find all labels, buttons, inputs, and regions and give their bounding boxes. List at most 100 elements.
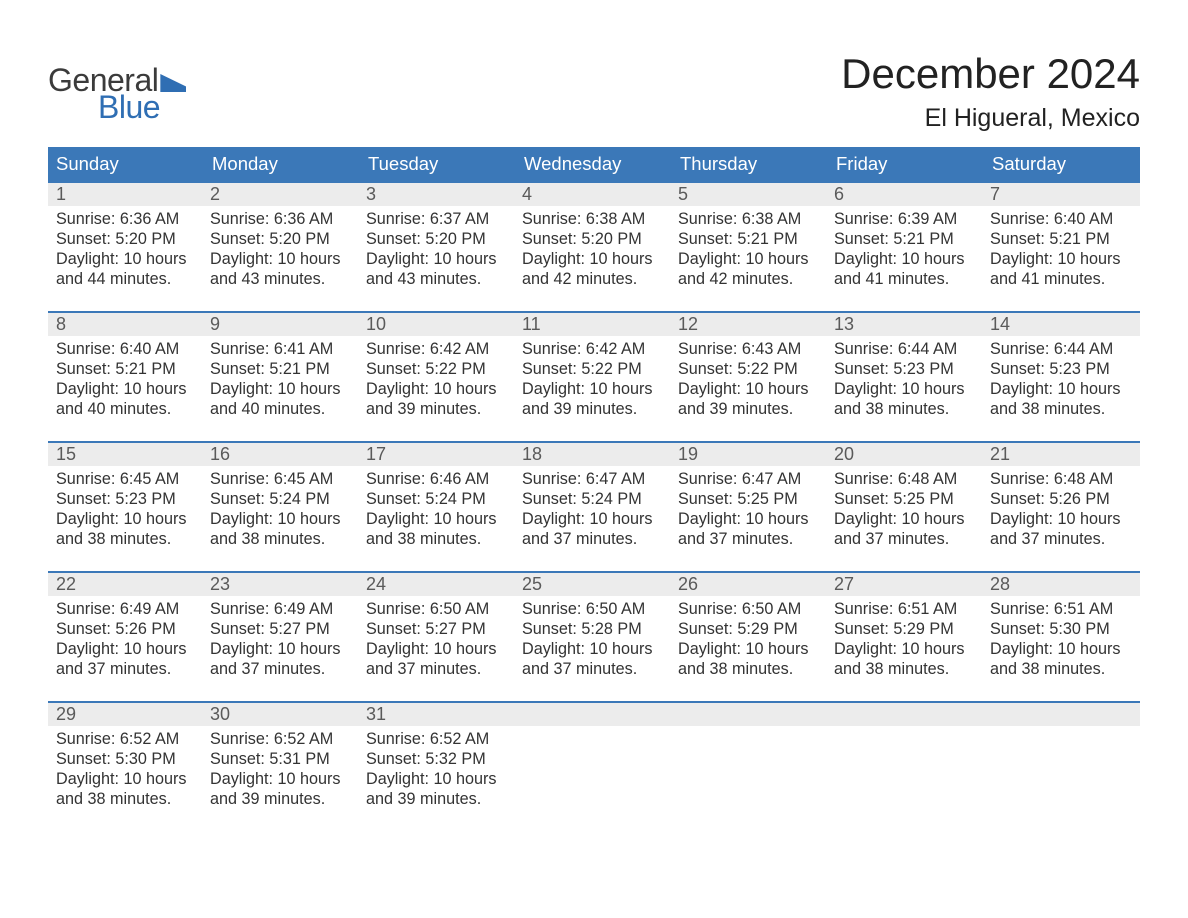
day-number: 1 [48, 183, 204, 206]
day-sunset: Sunset: 5:32 PM [366, 749, 510, 769]
day-body: Sunrise: 6:36 AMSunset: 5:20 PMDaylight:… [48, 206, 204, 289]
day-d1: Daylight: 10 hours [56, 769, 198, 789]
day-cell: 23Sunrise: 6:49 AMSunset: 5:27 PMDayligh… [204, 571, 360, 701]
day-d1: Daylight: 10 hours [990, 249, 1134, 269]
day-sunrise: Sunrise: 6:44 AM [990, 339, 1134, 359]
day-body: Sunrise: 6:39 AMSunset: 5:21 PMDaylight:… [828, 206, 984, 289]
day-number: 9 [204, 313, 360, 336]
day-d1: Daylight: 10 hours [210, 379, 354, 399]
week-row: 1Sunrise: 6:36 AMSunset: 5:20 PMDaylight… [48, 181, 1140, 311]
day-sunrise: Sunrise: 6:42 AM [522, 339, 666, 359]
day-sunrise: Sunrise: 6:45 AM [210, 469, 354, 489]
day-d2: and 37 minutes. [210, 659, 354, 679]
day-cell: 31Sunrise: 6:52 AMSunset: 5:32 PMDayligh… [360, 701, 516, 831]
day-sunset: Sunset: 5:28 PM [522, 619, 666, 639]
day-sunrise: Sunrise: 6:50 AM [678, 599, 822, 619]
day-d1: Daylight: 10 hours [522, 639, 666, 659]
day-cell [828, 701, 984, 831]
day-d1: Daylight: 10 hours [522, 509, 666, 529]
day-cell: 20Sunrise: 6:48 AMSunset: 5:25 PMDayligh… [828, 441, 984, 571]
day-number: 3 [360, 183, 516, 206]
day-body: Sunrise: 6:45 AMSunset: 5:23 PMDaylight:… [48, 466, 204, 549]
day-d2: and 38 minutes. [678, 659, 822, 679]
day-d2: and 38 minutes. [834, 399, 978, 419]
day-body: Sunrise: 6:40 AMSunset: 5:21 PMDaylight:… [984, 206, 1140, 289]
day-sunrise: Sunrise: 6:52 AM [366, 729, 510, 749]
day-number: 18 [516, 443, 672, 466]
day-number: 29 [48, 703, 204, 726]
day-d1: Daylight: 10 hours [56, 509, 198, 529]
day-body: Sunrise: 6:41 AMSunset: 5:21 PMDaylight:… [204, 336, 360, 419]
day-d2: and 37 minutes. [366, 659, 510, 679]
day-body: Sunrise: 6:46 AMSunset: 5:24 PMDaylight:… [360, 466, 516, 549]
day-cell: 26Sunrise: 6:50 AMSunset: 5:29 PMDayligh… [672, 571, 828, 701]
day-number: 15 [48, 443, 204, 466]
day-d1: Daylight: 10 hours [210, 769, 354, 789]
day-sunrise: Sunrise: 6:48 AM [990, 469, 1134, 489]
day-body: Sunrise: 6:51 AMSunset: 5:29 PMDaylight:… [828, 596, 984, 679]
week-row: 8Sunrise: 6:40 AMSunset: 5:21 PMDaylight… [48, 311, 1140, 441]
days-of-week-row: Sunday Monday Tuesday Wednesday Thursday… [48, 147, 1140, 181]
day-cell: 15Sunrise: 6:45 AMSunset: 5:23 PMDayligh… [48, 441, 204, 571]
day-d1: Daylight: 10 hours [366, 769, 510, 789]
day-sunrise: Sunrise: 6:52 AM [210, 729, 354, 749]
day-d1: Daylight: 10 hours [678, 639, 822, 659]
day-sunset: Sunset: 5:20 PM [56, 229, 198, 249]
day-sunrise: Sunrise: 6:50 AM [522, 599, 666, 619]
day-d1: Daylight: 10 hours [522, 249, 666, 269]
day-cell [672, 701, 828, 831]
day-d2: and 39 minutes. [678, 399, 822, 419]
day-body: Sunrise: 6:44 AMSunset: 5:23 PMDaylight:… [828, 336, 984, 419]
day-d1: Daylight: 10 hours [56, 379, 198, 399]
day-cell: 10Sunrise: 6:42 AMSunset: 5:22 PMDayligh… [360, 311, 516, 441]
day-cell: 6Sunrise: 6:39 AMSunset: 5:21 PMDaylight… [828, 181, 984, 311]
day-body: Sunrise: 6:37 AMSunset: 5:20 PMDaylight:… [360, 206, 516, 289]
day-d2: and 37 minutes. [990, 529, 1134, 549]
dow-monday: Monday [204, 147, 360, 181]
day-d1: Daylight: 10 hours [366, 509, 510, 529]
day-number: 7 [984, 183, 1140, 206]
day-number-empty [828, 703, 984, 726]
day-sunset: Sunset: 5:23 PM [990, 359, 1134, 379]
logo-blue-text: Blue [98, 89, 186, 126]
day-sunrise: Sunrise: 6:47 AM [522, 469, 666, 489]
day-sunset: Sunset: 5:29 PM [834, 619, 978, 639]
day-cell: 17Sunrise: 6:46 AMSunset: 5:24 PMDayligh… [360, 441, 516, 571]
day-number: 2 [204, 183, 360, 206]
day-cell: 24Sunrise: 6:50 AMSunset: 5:27 PMDayligh… [360, 571, 516, 701]
day-body: Sunrise: 6:42 AMSunset: 5:22 PMDaylight:… [360, 336, 516, 419]
day-number: 31 [360, 703, 516, 726]
month-title: December 2024 [841, 50, 1140, 98]
week-row: 29Sunrise: 6:52 AMSunset: 5:30 PMDayligh… [48, 701, 1140, 831]
day-body: Sunrise: 6:52 AMSunset: 5:32 PMDaylight:… [360, 726, 516, 809]
day-d1: Daylight: 10 hours [210, 249, 354, 269]
day-d2: and 37 minutes. [56, 659, 198, 679]
day-number: 16 [204, 443, 360, 466]
brand-logo: General Blue [48, 62, 186, 126]
day-d1: Daylight: 10 hours [678, 249, 822, 269]
day-sunrise: Sunrise: 6:41 AM [210, 339, 354, 359]
day-body: Sunrise: 6:49 AMSunset: 5:26 PMDaylight:… [48, 596, 204, 679]
day-d2: and 40 minutes. [210, 399, 354, 419]
day-d2: and 42 minutes. [678, 269, 822, 289]
day-d2: and 38 minutes. [56, 529, 198, 549]
day-d1: Daylight: 10 hours [990, 639, 1134, 659]
day-sunrise: Sunrise: 6:49 AM [56, 599, 198, 619]
day-d1: Daylight: 10 hours [56, 249, 198, 269]
day-sunrise: Sunrise: 6:44 AM [834, 339, 978, 359]
day-cell: 29Sunrise: 6:52 AMSunset: 5:30 PMDayligh… [48, 701, 204, 831]
day-number: 17 [360, 443, 516, 466]
day-sunset: Sunset: 5:26 PM [56, 619, 198, 639]
day-d2: and 38 minutes. [56, 789, 198, 809]
day-number-empty [984, 703, 1140, 726]
day-body: Sunrise: 6:44 AMSunset: 5:23 PMDaylight:… [984, 336, 1140, 419]
day-d2: and 38 minutes. [990, 399, 1134, 419]
day-sunrise: Sunrise: 6:39 AM [834, 209, 978, 229]
dow-wednesday: Wednesday [516, 147, 672, 181]
day-cell: 4Sunrise: 6:38 AMSunset: 5:20 PMDaylight… [516, 181, 672, 311]
day-body: Sunrise: 6:51 AMSunset: 5:30 PMDaylight:… [984, 596, 1140, 679]
day-sunset: Sunset: 5:22 PM [366, 359, 510, 379]
day-sunset: Sunset: 5:26 PM [990, 489, 1134, 509]
day-cell [516, 701, 672, 831]
dow-thursday: Thursday [672, 147, 828, 181]
